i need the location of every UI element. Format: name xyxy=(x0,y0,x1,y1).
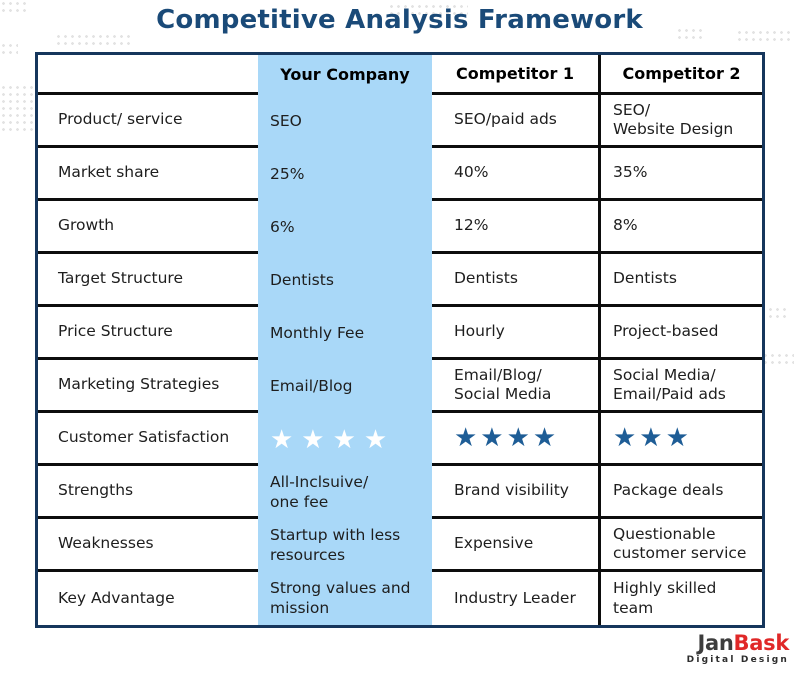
row-label: Product/ service xyxy=(38,95,258,148)
cell-competitor-2: Social Media/ Email/Paid ads xyxy=(598,360,762,413)
row-label: Target Structure xyxy=(38,254,258,307)
dot-pattern xyxy=(55,33,133,48)
dot-pattern xyxy=(676,27,704,40)
page-title: Competitive Analysis Framework xyxy=(156,5,643,35)
logo-subtitle: Digital Design xyxy=(686,655,789,665)
cell-competitor-1: Hourly xyxy=(432,307,598,360)
comparison-table: Your Company Competitor 1 Competitor 2 P… xyxy=(35,52,765,628)
row-label: Strengths xyxy=(38,466,258,519)
cell-competitor-1: 40% xyxy=(432,148,598,201)
star-rating-competitor-1: ★★★★ xyxy=(432,413,598,466)
header-your-company: Your Company xyxy=(280,65,410,84)
dot-pattern xyxy=(0,84,34,134)
cell-competitor-1: 12% xyxy=(432,201,598,254)
cell-competitor-2: 35% xyxy=(598,148,762,201)
cell-your-company: Monthly Fee xyxy=(270,323,365,342)
cell-competitor-1: Expensive xyxy=(432,519,598,572)
janbask-logo: JanBask Digital Design xyxy=(686,631,790,665)
cell-your-company: Startup with less resources xyxy=(270,526,401,564)
dot-pattern xyxy=(760,306,786,322)
row-label: Customer Satisfaction xyxy=(38,413,258,466)
row-label: Marketing Strategies xyxy=(38,360,258,413)
cell-competitor-2: SEO/ Website Design xyxy=(598,95,762,148)
cell-competitor-2: Questionable customer service xyxy=(598,519,762,572)
dot-pattern xyxy=(736,29,794,44)
cell-competitor-1: Email/Blog/ Social Media xyxy=(432,360,598,413)
row-label: Price Structure xyxy=(38,307,258,360)
cell-competitor-1: Dentists xyxy=(432,254,598,307)
cell-competitor-1: SEO/paid ads xyxy=(432,95,598,148)
header-competitor-1: Competitor 1 xyxy=(432,55,598,95)
cell-your-company: Email/Blog xyxy=(270,376,353,395)
your-company-highlight-band xyxy=(258,55,432,625)
cell-your-company: 6% xyxy=(270,217,295,236)
dot-pattern xyxy=(0,42,18,54)
row-label: Key Advantage xyxy=(58,588,175,607)
comparison-table-grid: Your Company Competitor 1 Competitor 2 P… xyxy=(38,55,762,625)
header-empty-cell xyxy=(38,55,258,95)
header-competitor-2: Competitor 2 xyxy=(598,55,762,95)
cell-competitor-2: Package deals xyxy=(598,466,762,519)
cell-your-company: Strong values and mission xyxy=(270,579,411,617)
logo-wordmark: JanBask xyxy=(687,631,790,655)
cell-your-company: SEO xyxy=(270,111,302,130)
cell-your-company: All-Inclsuive/ one fee xyxy=(270,473,369,511)
cell-competitor-1: Industry Leader xyxy=(454,588,576,607)
cell-your-company: Dentists xyxy=(270,270,334,289)
cell-competitor-2: Project-based xyxy=(598,307,762,360)
logo-part-bask: Bask xyxy=(733,631,790,655)
row-label: Weaknesses xyxy=(38,519,258,572)
cell-competitor-1: Brand visibility xyxy=(432,466,598,519)
star-rating-your-company: ★★★★ xyxy=(270,424,396,455)
row-label: Market share xyxy=(38,148,258,201)
cell-competitor-2: Dentists xyxy=(598,254,762,307)
cell-competitor-2: 8% xyxy=(598,201,762,254)
star-rating-competitor-2: ★★★ xyxy=(598,413,762,466)
cell-your-company: 25% xyxy=(270,164,305,183)
cell-competitor-2: Highly skilled team xyxy=(598,572,762,625)
row-label: Growth xyxy=(38,201,258,254)
logo-part-jan: Jan xyxy=(697,631,734,655)
dot-pattern xyxy=(388,3,468,18)
dot-pattern xyxy=(0,0,30,16)
